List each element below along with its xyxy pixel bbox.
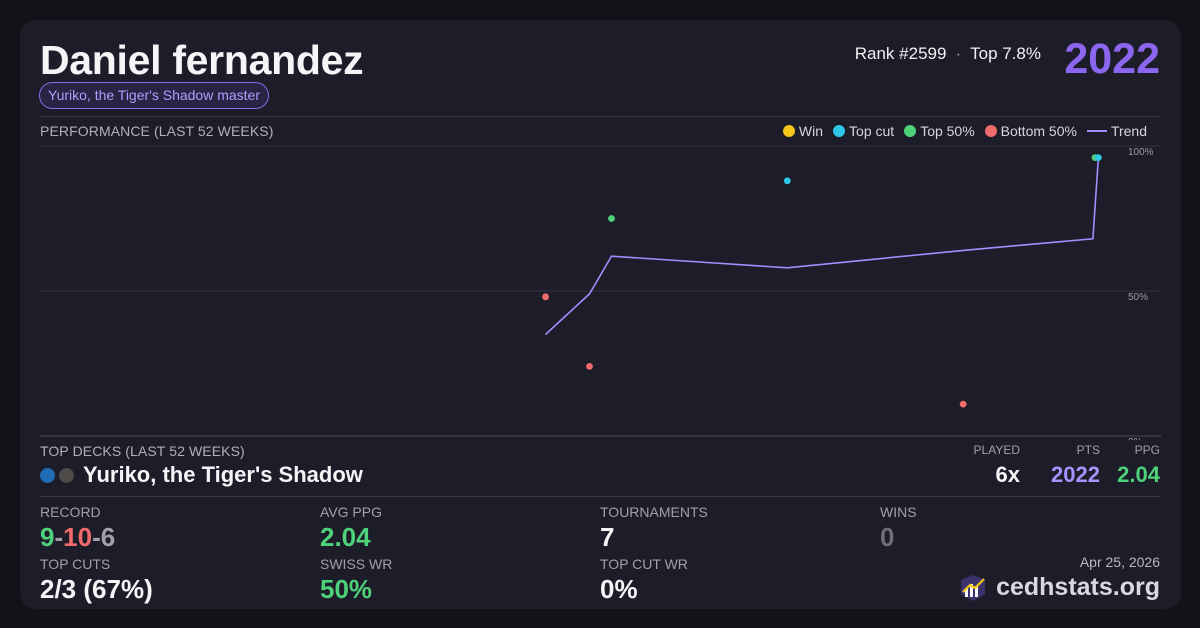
chart-logo-icon	[961, 574, 986, 601]
deck-ppg: 2.04	[1117, 462, 1160, 487]
pts-column-header: PTS	[1076, 443, 1100, 457]
data-point-bottom-50-	[542, 293, 549, 301]
avg-ppg-value: 2.04	[320, 522, 371, 552]
rank-summary: Rank #2599 · Top 7.8%	[855, 44, 1041, 64]
record-wins: 9	[40, 522, 55, 552]
total-points: 2022	[1064, 35, 1160, 83]
tournaments-value: 7	[600, 522, 615, 552]
legend-label: Win	[798, 123, 824, 139]
wins-value: 0	[880, 522, 895, 552]
legend-item-trend: Trend	[1086, 123, 1147, 139]
legend-swatch	[833, 125, 846, 137]
top-cuts-value: 2/3 (67%)	[40, 574, 153, 604]
record-separator: -	[54, 522, 64, 552]
ppg-column-header: PPG	[1134, 443, 1160, 457]
black-mana-pip-icon	[59, 467, 74, 483]
rank-text: Rank #2599	[854, 44, 947, 63]
divider	[40, 496, 1161, 497]
profile-card: Daniel fernandez Yuriko, the Tiger's Sha…	[20, 20, 1181, 609]
performance-title: PERFORMANCE (LAST 52 WEEKS)	[40, 123, 274, 139]
data-point-top-cut	[1094, 154, 1102, 162]
y-tick-label: 50%	[1128, 292, 1148, 303]
top-cut-wr-label: TOP CUT WR	[600, 556, 688, 572]
data-point-bottom-50-	[959, 400, 967, 408]
deck-name: Yuriko, the Tiger's Shadow	[83, 462, 363, 487]
record-separator: -	[92, 522, 101, 552]
performance-chart: 100% 50% 0%	[40, 145, 1161, 440]
top-percent-text: Top 7.8%	[970, 44, 1041, 63]
legend-swatch	[904, 125, 917, 137]
top-cuts-label: TOP CUTS	[40, 556, 111, 572]
top-decks-title: TOP DECKS (LAST 52 WEEKS)	[40, 443, 245, 459]
wins-label: WINS	[880, 504, 917, 520]
data-point-top-50-	[608, 215, 615, 222]
played-column-header: PLAYED	[973, 443, 1020, 457]
legend-label: Top cut	[849, 123, 895, 139]
separator-dot: ·	[955, 44, 962, 63]
divider	[40, 116, 1161, 117]
legend-swatch	[984, 125, 997, 137]
legend-item-top-cut: Top cut	[833, 123, 894, 139]
data-point-bottom-50-	[586, 363, 593, 370]
legend-label: Top 50%	[920, 123, 975, 139]
brand-name: cedhstats.org	[996, 573, 1160, 601]
legend-item-top-50-: Top 50%	[904, 123, 975, 139]
y-tick-label: 100%	[1128, 147, 1154, 158]
legend-item-bottom-50-: Bottom 50%	[984, 123, 1077, 139]
commander-badge[interactable]: Yuriko, the Tiger's Shadow master	[39, 82, 269, 109]
generated-date: Apr 25, 2026	[1079, 554, 1160, 570]
tournaments-label: TOURNAMENTS	[600, 504, 708, 520]
record-label: RECORD	[40, 504, 101, 520]
legend-item-win: Win	[782, 123, 824, 139]
y-tick-label: 0%	[1128, 437, 1143, 440]
swiss-wr-value: 50%	[320, 574, 373, 604]
swiss-wr-label: SWISS WR	[320, 556, 393, 572]
record-losses: 10	[63, 522, 93, 552]
legend-swatch	[1086, 130, 1107, 132]
record-draws: 6	[100, 522, 116, 552]
deck-row[interactable]: Yuriko, the Tiger's Shadow	[40, 462, 363, 488]
record-value: 9-10-6	[40, 522, 115, 553]
deck-played: 6x	[995, 462, 1020, 487]
legend-swatch	[782, 125, 795, 137]
blue-mana-pip-icon	[40, 467, 55, 483]
trend-line	[544, 157, 1100, 336]
data-point-top-cut	[783, 177, 791, 185]
legend-label: Trend	[1110, 123, 1147, 139]
brand-link[interactable]: cedhstats.org	[958, 573, 1160, 602]
player-name: Daniel fernandez	[40, 37, 364, 83]
legend-label: Bottom 50%	[1000, 123, 1077, 139]
chart-legend: Win Top cut Top 50% Bottom 50% Trend	[782, 123, 1147, 139]
top-cut-wr-value: 0%	[600, 574, 638, 604]
deck-points: 2022	[1051, 462, 1100, 487]
avg-ppg-label: AVG PPG	[320, 504, 382, 520]
